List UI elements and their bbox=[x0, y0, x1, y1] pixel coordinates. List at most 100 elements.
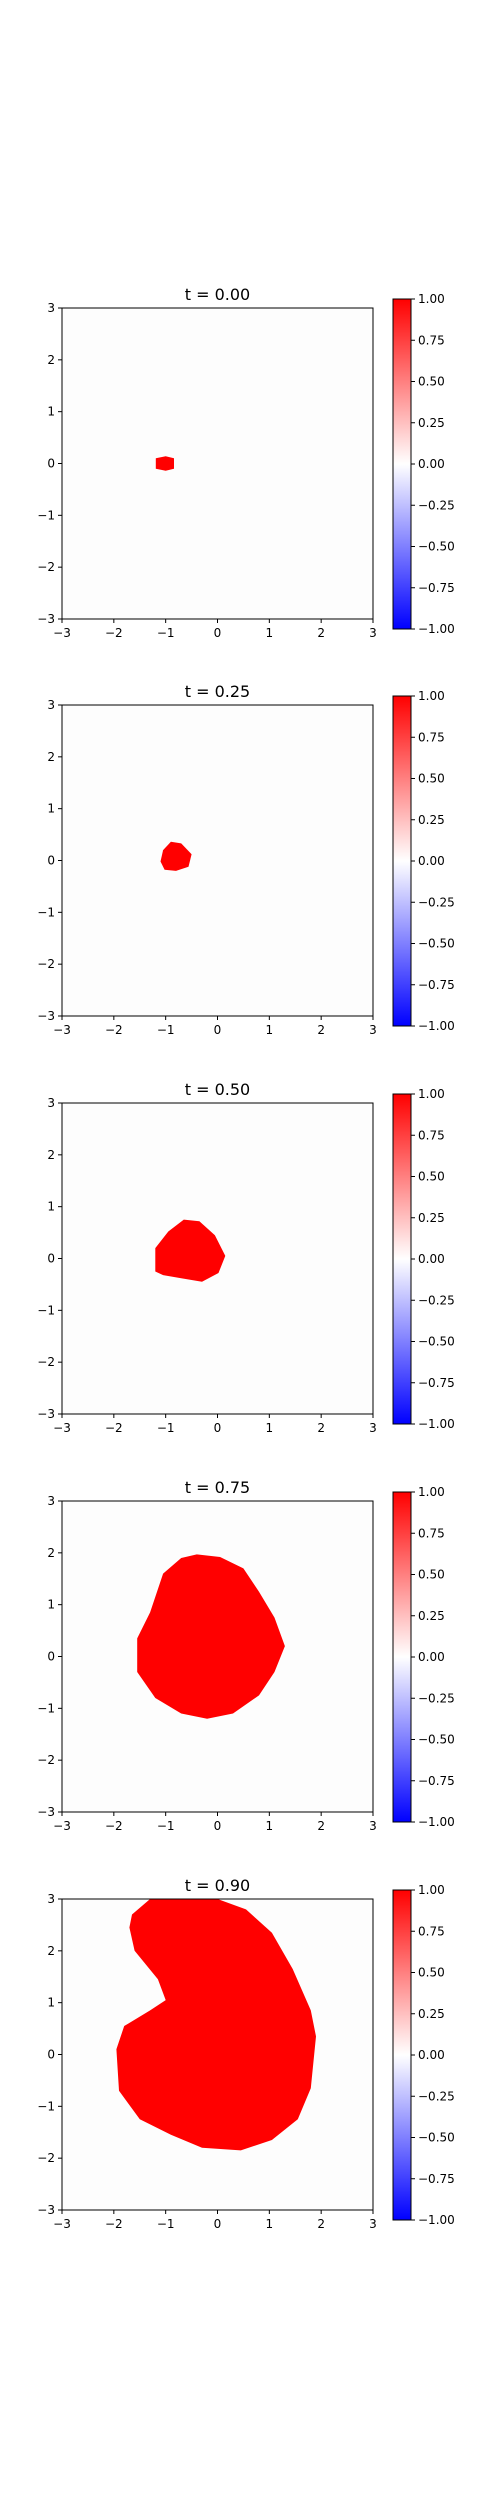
y-tick-label: −2 bbox=[37, 1355, 55, 1369]
x-tick-label: 1 bbox=[266, 1819, 274, 1833]
colorbar-tick-label: 0.50 bbox=[418, 1966, 445, 1980]
x-tick-label: 3 bbox=[369, 1421, 377, 1435]
colorbar-tick-label: −1.00 bbox=[418, 1815, 455, 1829]
y-tick-label: 3 bbox=[47, 301, 55, 315]
x-tick-label: 0 bbox=[214, 1819, 222, 1833]
y-tick-label: −2 bbox=[37, 560, 55, 574]
y-tick-label: −1 bbox=[37, 2099, 55, 2113]
panel-title: t = 0.90 bbox=[185, 1876, 250, 1895]
x-tick-label: 0 bbox=[214, 2217, 222, 2231]
colorbar-tick-label: −0.75 bbox=[418, 2172, 455, 2186]
y-tick-label: 2 bbox=[47, 750, 55, 764]
x-tick-label: 0 bbox=[214, 1023, 222, 1037]
y-tick-label: 1 bbox=[47, 405, 55, 419]
heatmap-panel: t = 0.50 −3 −2 −1 0 1 2 3 3 2 1 0 −1 −2 −3 1.00 0.75 0.50… bbox=[37, 1080, 454, 1435]
y-tick-label: 0 bbox=[47, 1252, 55, 1266]
colorbar-tick-label: 0.25 bbox=[418, 2007, 445, 2021]
colorbar-tick-label: 0.25 bbox=[418, 416, 445, 430]
x-tick-label: −1 bbox=[157, 1819, 175, 1833]
y-tick-label: 3 bbox=[47, 1096, 55, 1110]
colorbar-tick-label: 0.75 bbox=[418, 730, 445, 744]
x-tick-label: −2 bbox=[105, 1421, 123, 1435]
y-tick-label: −3 bbox=[37, 612, 55, 626]
y-tick-label: 3 bbox=[47, 698, 55, 712]
y-tick-label: 1 bbox=[47, 1996, 55, 2010]
colorbar-tick-label: 1.00 bbox=[418, 1485, 445, 1499]
colorbar bbox=[392, 1889, 412, 2221]
x-tick-label: −2 bbox=[105, 1819, 123, 1833]
colorbar-tick-label: 0.00 bbox=[418, 1650, 445, 1664]
colorbar-tick-label: 0.25 bbox=[418, 1211, 445, 1225]
y-tick-label: 3 bbox=[47, 1494, 55, 1508]
colorbar-tick-label: −0.50 bbox=[418, 540, 455, 554]
x-tick-label: 2 bbox=[317, 1421, 325, 1435]
colorbar-tick-label: −0.75 bbox=[418, 581, 455, 595]
x-tick-label: −3 bbox=[53, 1421, 71, 1435]
panel-title: t = 0.00 bbox=[185, 285, 250, 304]
colorbar-tick-label: −1.00 bbox=[418, 622, 455, 636]
colorbar-tick-label: −0.25 bbox=[418, 498, 455, 512]
x-tick-label: −1 bbox=[157, 1421, 175, 1435]
x-tick-label: 2 bbox=[317, 2217, 325, 2231]
colorbar-tick-label: −0.50 bbox=[418, 1733, 455, 1747]
colorbar bbox=[392, 1093, 412, 1425]
colorbar-tick-label: 0.50 bbox=[418, 1170, 445, 1184]
colorbar bbox=[392, 298, 412, 630]
y-tick-label: 1 bbox=[47, 1200, 55, 1214]
colorbar-tick-label: 1.00 bbox=[418, 689, 445, 703]
colorbar bbox=[392, 1491, 412, 1823]
y-tick-label: 2 bbox=[47, 1944, 55, 1958]
y-tick-label: 2 bbox=[47, 353, 55, 367]
colorbar-tick-label: −1.00 bbox=[418, 1019, 455, 1033]
x-tick-label: 2 bbox=[317, 1819, 325, 1833]
y-tick-label: −3 bbox=[37, 1009, 55, 1023]
x-tick-label: 3 bbox=[369, 1023, 377, 1037]
panel-title: t = 0.25 bbox=[185, 682, 250, 701]
colorbar-tick-label: 0.00 bbox=[418, 1252, 445, 1266]
colorbar-tick-label: 0.75 bbox=[418, 333, 445, 347]
y-tick-label: 0 bbox=[47, 854, 55, 868]
colorbar-tick-label: 1.00 bbox=[418, 1087, 445, 1101]
x-tick-label: −2 bbox=[105, 2217, 123, 2231]
y-tick-label: −1 bbox=[37, 1701, 55, 1715]
x-tick-label: −1 bbox=[157, 2217, 175, 2231]
x-tick-label: 3 bbox=[369, 626, 377, 640]
y-tick-label: 2 bbox=[47, 1546, 55, 1560]
colorbar-tick-label: −0.25 bbox=[418, 2089, 455, 2103]
x-tick-label: 2 bbox=[317, 626, 325, 640]
y-tick-label: −2 bbox=[37, 1753, 55, 1767]
colorbar-tick-label: 0.25 bbox=[418, 813, 445, 827]
x-tick-label: 1 bbox=[266, 1421, 274, 1435]
colorbar-tick-label: −0.50 bbox=[418, 2131, 455, 2145]
x-tick-label: −3 bbox=[53, 1023, 71, 1037]
colorbar-tick-label: 0.50 bbox=[418, 1568, 445, 1582]
y-tick-label: 0 bbox=[47, 457, 55, 471]
colorbar-tick-label: 0.25 bbox=[418, 1609, 445, 1623]
x-tick-label: 0 bbox=[214, 626, 222, 640]
heatmap-panel: t = 0.90 −3 −2 −1 0 1 2 3 3 2 1 0 −1 −2 −3 1.00 0.75 0.50… bbox=[37, 1876, 454, 2231]
heatmap-region bbox=[116, 1899, 317, 2151]
colorbar-tick-label: −0.25 bbox=[418, 1691, 455, 1705]
heatmap-panel: t = 0.00 −3 −2 −1 0 1 2 3 3 2 1 0 −1 −2 −3 1.00 0.75 0.50… bbox=[37, 285, 454, 640]
colorbar-tick-label: −0.25 bbox=[418, 1293, 455, 1307]
y-tick-label: −3 bbox=[37, 1805, 55, 1819]
y-tick-label: 0 bbox=[47, 1650, 55, 1664]
plot-area bbox=[62, 705, 373, 1016]
x-tick-label: −3 bbox=[53, 1819, 71, 1833]
y-tick-label: −1 bbox=[37, 1303, 55, 1317]
x-tick-label: 0 bbox=[214, 1421, 222, 1435]
colorbar-tick-label: 1.00 bbox=[418, 292, 445, 306]
panel-title: t = 0.50 bbox=[185, 1080, 250, 1099]
x-tick-label: 3 bbox=[369, 2217, 377, 2231]
y-tick-label: −2 bbox=[37, 957, 55, 971]
heatmap-region bbox=[155, 1219, 226, 1282]
y-tick-label: −3 bbox=[37, 1407, 55, 1421]
x-tick-label: 3 bbox=[369, 1819, 377, 1833]
y-tick-label: 3 bbox=[47, 1892, 55, 1906]
colorbar-tick-label: −0.50 bbox=[418, 937, 455, 951]
colorbar-tick-label: 1.00 bbox=[418, 1883, 445, 1897]
x-tick-label: 1 bbox=[266, 1023, 274, 1037]
colorbar-tick-label: −0.50 bbox=[418, 1335, 455, 1349]
heatmap-region bbox=[160, 841, 192, 871]
